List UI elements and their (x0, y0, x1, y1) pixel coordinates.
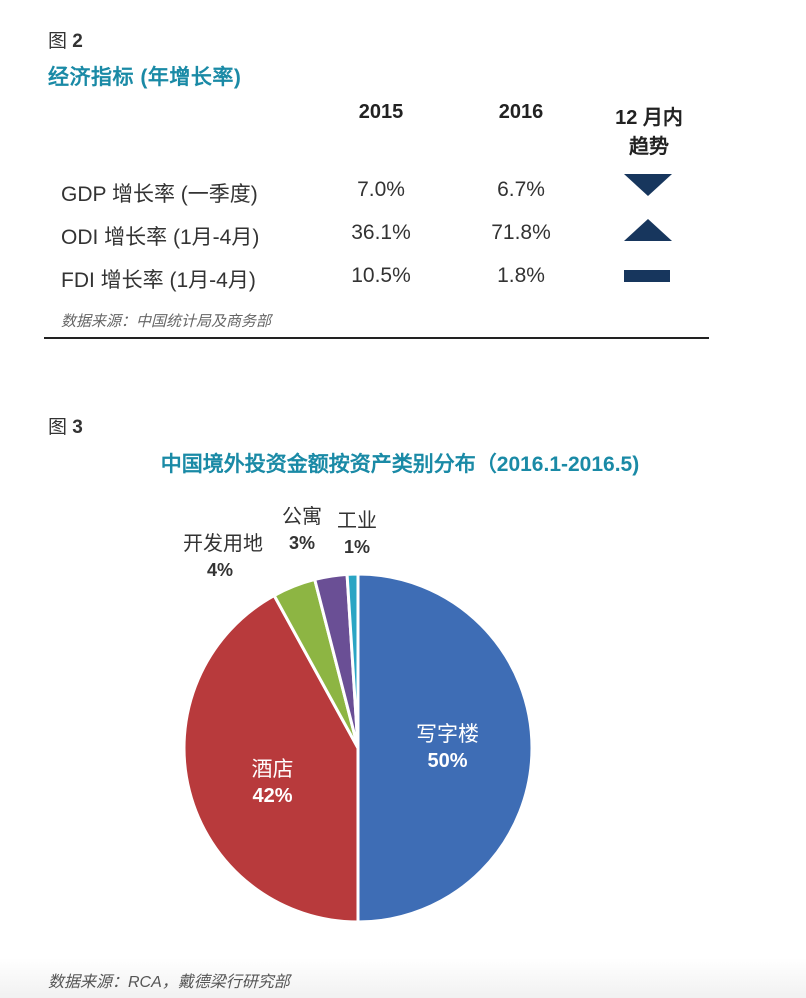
slice-label-office-pct: 50% (427, 750, 468, 772)
footer-source: 数据来源：RCA，戴德梁行研究部 (48, 974, 290, 991)
slice-label-industrial-name: 工业 (337, 510, 377, 532)
slice-label-hotel-pct: 42% (252, 785, 293, 807)
row-fdi-2015: 10.5% (351, 264, 411, 287)
slice-label-land-pct: 4% (206, 560, 233, 580)
slice-label-apartment-name: 公寓 (282, 506, 322, 528)
pie-slices (182, 572, 534, 924)
header-2015: 2015 (358, 101, 404, 123)
header-12-months: 12 月内 (615, 107, 683, 129)
slice-label-apartment-pct: 3% (288, 533, 315, 553)
figure-3-label-number: 3 (72, 417, 83, 438)
figure-2-label-number: 2 (72, 31, 83, 52)
row-odi-2016: 71.8% (491, 221, 551, 244)
header-2016: 2016 (498, 101, 544, 123)
slice-label-land-name: 开发用地 (183, 533, 263, 555)
figure-2-title: 经济指标 (年增长率) (48, 66, 242, 89)
row-gdp-label: GDP 增长率 (一季度) (61, 183, 258, 206)
trend-up-icon (624, 219, 672, 241)
trend-down-icon (624, 174, 672, 196)
figure-3-label: 图 3 (48, 412, 83, 439)
slice-label-industrial-pct: 1% (343, 537, 370, 557)
header-trend: 趋势 (629, 136, 669, 158)
footer-band (0, 958, 806, 998)
row-fdi-label: FDI 增长率 (1月-4月) (61, 269, 256, 292)
row-fdi-2016: 1.8% (497, 264, 545, 287)
chart-title: 中国境外投资金额按资产类别分布（2016.1-2016.5) (160, 453, 640, 476)
trend-flat-icon (624, 270, 670, 282)
slice-label-office-name: 写字楼 (416, 723, 479, 746)
row-gdp-2016: 6.7% (497, 178, 545, 201)
row-odi-label: ODI 增长率 (1月-4月) (61, 226, 260, 249)
row-odi-2015: 36.1% (351, 221, 411, 244)
divider-rule (44, 337, 709, 339)
figure-2-label-prefix: 图 (48, 31, 68, 52)
figure-3-label-prefix: 图 (48, 417, 68, 438)
row-gdp-2015: 7.0% (357, 178, 405, 201)
slice-label-hotel-name: 酒店 (251, 758, 294, 781)
pie-slice-4 (345, 572, 360, 750)
figure-2-label: 图 2 (48, 26, 83, 53)
pie-slice-0 (356, 572, 534, 924)
figure-2-source: 数据来源：中国统计局及商务部 (61, 313, 272, 330)
pie-slice-1 (182, 594, 360, 924)
